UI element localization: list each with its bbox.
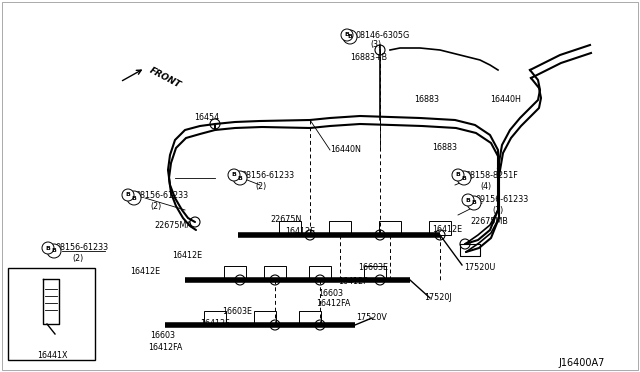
Text: 16603E: 16603E bbox=[358, 263, 388, 273]
Text: 16412FA: 16412FA bbox=[148, 343, 182, 352]
Text: (3): (3) bbox=[370, 41, 381, 49]
Text: 08156-61233: 08156-61233 bbox=[136, 190, 189, 199]
Text: FRONT: FRONT bbox=[148, 66, 182, 90]
Text: 16603: 16603 bbox=[318, 289, 343, 298]
Text: (4): (4) bbox=[480, 182, 491, 190]
Text: 16603E: 16603E bbox=[222, 307, 252, 315]
Text: 22675MA: 22675MA bbox=[154, 221, 192, 231]
Text: 16603: 16603 bbox=[150, 331, 175, 340]
Text: 08146-6305G: 08146-6305G bbox=[355, 31, 409, 39]
Text: (2): (2) bbox=[72, 254, 83, 263]
Text: B: B bbox=[237, 176, 243, 180]
Text: (2): (2) bbox=[255, 182, 266, 190]
Bar bbox=[364, 266, 386, 280]
Text: 16412F: 16412F bbox=[338, 276, 367, 285]
Text: 08156-61233: 08156-61233 bbox=[56, 244, 109, 253]
Text: 16454: 16454 bbox=[194, 113, 219, 122]
Bar bbox=[224, 266, 246, 280]
Text: 16883: 16883 bbox=[414, 96, 439, 105]
Text: B: B bbox=[472, 201, 476, 205]
Text: (2): (2) bbox=[492, 206, 503, 215]
Text: 08158-8251F: 08158-8251F bbox=[466, 170, 519, 180]
Circle shape bbox=[122, 189, 134, 201]
Text: J16400A7: J16400A7 bbox=[558, 358, 604, 368]
Circle shape bbox=[228, 169, 240, 181]
Text: 16412E: 16412E bbox=[172, 250, 202, 260]
Text: B: B bbox=[232, 173, 236, 177]
Circle shape bbox=[462, 194, 474, 206]
Text: 16441X: 16441X bbox=[37, 350, 67, 359]
Bar bbox=[204, 311, 226, 325]
Text: B: B bbox=[348, 35, 353, 39]
Text: B: B bbox=[45, 246, 51, 250]
Text: 09156-61233: 09156-61233 bbox=[476, 196, 529, 205]
Text: 16440H: 16440H bbox=[490, 96, 521, 105]
Text: 17520U: 17520U bbox=[464, 263, 495, 273]
Circle shape bbox=[233, 171, 247, 185]
Bar bbox=[429, 221, 451, 235]
Bar bbox=[329, 221, 351, 235]
Text: 16412F: 16412F bbox=[200, 318, 230, 327]
Text: 17520V: 17520V bbox=[356, 314, 387, 323]
Circle shape bbox=[467, 196, 481, 210]
Text: B: B bbox=[461, 176, 467, 180]
Text: 22675N: 22675N bbox=[270, 215, 301, 224]
Bar bbox=[299, 311, 321, 325]
Text: 16883: 16883 bbox=[432, 144, 457, 153]
Text: B: B bbox=[132, 196, 136, 201]
Text: (2): (2) bbox=[150, 202, 161, 211]
Text: B: B bbox=[52, 248, 56, 253]
Text: B: B bbox=[125, 192, 131, 198]
Bar bbox=[8, 268, 95, 360]
Text: B: B bbox=[456, 173, 460, 177]
Text: 16412E: 16412E bbox=[432, 225, 462, 234]
Circle shape bbox=[127, 191, 141, 205]
Bar bbox=[254, 311, 276, 325]
Circle shape bbox=[452, 169, 464, 181]
Bar bbox=[264, 266, 286, 280]
Text: 16412FA: 16412FA bbox=[316, 299, 350, 308]
Circle shape bbox=[343, 30, 357, 44]
Bar bbox=[279, 221, 301, 235]
Text: B: B bbox=[344, 32, 349, 38]
Circle shape bbox=[457, 171, 471, 185]
Text: 08156-61233: 08156-61233 bbox=[242, 170, 295, 180]
Bar bbox=[379, 221, 401, 235]
Circle shape bbox=[42, 242, 54, 254]
Bar bbox=[309, 266, 331, 280]
Text: 22675MB: 22675MB bbox=[470, 218, 508, 227]
Text: 16412E: 16412E bbox=[285, 228, 315, 237]
Circle shape bbox=[47, 244, 61, 258]
Text: 16883+B: 16883+B bbox=[350, 52, 387, 61]
Circle shape bbox=[341, 29, 353, 41]
Text: 16440N: 16440N bbox=[330, 145, 361, 154]
Text: 17520J: 17520J bbox=[424, 294, 452, 302]
Text: 16412E: 16412E bbox=[130, 267, 160, 276]
Text: B: B bbox=[465, 198, 470, 202]
